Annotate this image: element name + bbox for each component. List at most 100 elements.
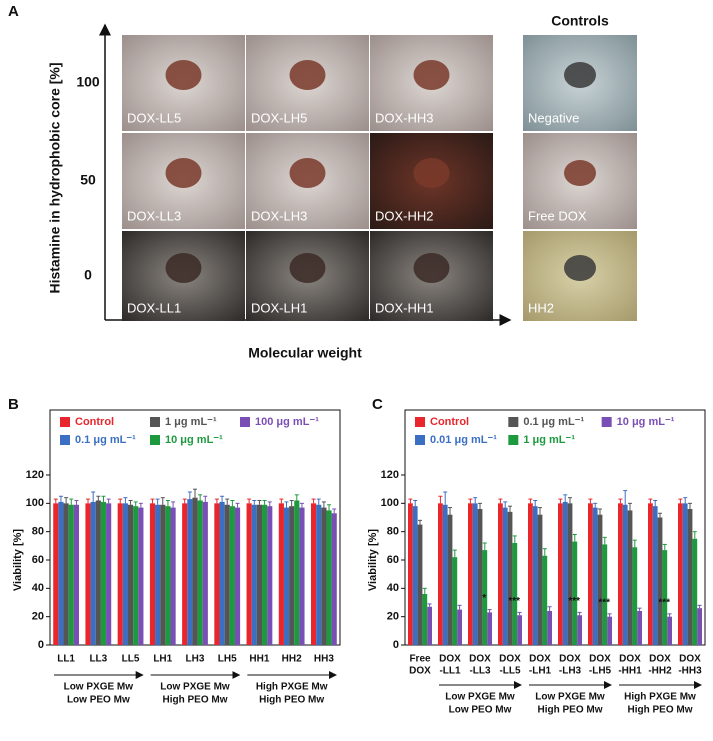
spheroid [413, 253, 450, 283]
bar [547, 611, 552, 645]
y-axis-label: Viability [%] [12, 529, 24, 591]
significance: *** [598, 597, 610, 608]
x-tick-label: DOX [559, 654, 581, 665]
bar [68, 504, 74, 645]
spheroid [413, 60, 450, 90]
bar [482, 550, 488, 645]
bar [662, 550, 668, 645]
group-label: High PEO Mw [538, 705, 603, 716]
image-label: DOX-HH3 [375, 110, 434, 125]
x-tick-label: -LH1 [529, 666, 552, 677]
bar [697, 608, 702, 645]
significance: *** [658, 597, 670, 608]
x-tick-label: DOX [679, 654, 701, 665]
bar [562, 501, 568, 645]
bar [588, 503, 593, 645]
bar [567, 503, 573, 645]
bar [532, 506, 538, 645]
y-axis-label: Viability [%] [367, 529, 379, 591]
x-tick-label: -LL5 [499, 666, 521, 677]
x-tick-label: DOX [619, 654, 641, 665]
x-tick-label: HH3 [314, 654, 334, 665]
bar [597, 514, 603, 645]
bar [90, 501, 96, 645]
bar [187, 499, 193, 645]
legend-swatch [60, 435, 70, 445]
bar [321, 507, 327, 645]
legend-label: 1 μg mL⁻¹ [523, 434, 575, 446]
image-label: HH2 [528, 300, 554, 315]
legend-label: 0.1 μg mL⁻¹ [523, 416, 584, 428]
bar [192, 497, 198, 645]
group-label: High PXGE Mw [624, 692, 696, 703]
bar [229, 506, 235, 645]
x-tick-label: DOX [409, 666, 431, 677]
bar [214, 503, 220, 645]
group-label: Low PXGE Mw [64, 682, 134, 693]
x-tick-label: HH1 [249, 654, 269, 665]
y-tick-label: 40 [387, 582, 399, 594]
bar [442, 504, 448, 645]
bar [627, 510, 633, 645]
y-tick-label: 40 [32, 582, 44, 594]
x-tick-label: DOX [529, 654, 551, 665]
bar [667, 616, 672, 645]
x-tick-label: Free [409, 654, 431, 665]
bar [326, 510, 332, 645]
panel-label: C [372, 396, 383, 413]
row-label: 0 [84, 267, 92, 283]
x-tick-label: LH3 [186, 654, 205, 665]
spheroid [289, 60, 326, 90]
y-tick-label: 0 [393, 639, 399, 651]
x-tick-label: LL1 [57, 654, 75, 665]
x-tick-label: LL3 [89, 654, 107, 665]
bar [202, 501, 208, 645]
bar [246, 503, 252, 645]
bar [316, 504, 322, 645]
bar [53, 503, 59, 645]
bar [477, 509, 483, 645]
legend-swatch [508, 435, 519, 445]
spheroid [564, 255, 596, 281]
bar [73, 504, 79, 645]
y-tick-label: 100 [381, 497, 399, 509]
x-tick-label: LH5 [218, 654, 237, 665]
group-label: High PEO Mw [259, 695, 324, 706]
bar [417, 524, 423, 645]
image-label: DOX-LL1 [127, 300, 181, 315]
legend-label: 0.1 μg mL⁻¹ [75, 434, 136, 446]
bar [537, 514, 543, 645]
image-label: DOX-HH2 [375, 208, 434, 223]
bar [472, 503, 478, 645]
x-tick-label: DOX [589, 654, 611, 665]
bar [447, 514, 453, 645]
legend-label: 10 μg mL⁻¹ [617, 416, 675, 428]
group-label: High PEO Mw [163, 695, 228, 706]
legend-swatch [601, 417, 612, 427]
bar [682, 503, 688, 645]
x-tick-label: DOX [469, 654, 491, 665]
group-label: Low PEO Mw [67, 695, 130, 706]
bar [283, 507, 290, 645]
y-tick-label: 120 [26, 469, 44, 481]
bar [618, 503, 623, 645]
x-tick-label: -HH3 [678, 666, 702, 677]
legend-swatch [415, 435, 425, 445]
legend-swatch [150, 417, 160, 427]
bar [117, 503, 123, 645]
bar [408, 503, 413, 645]
spheroid [289, 253, 326, 283]
legend-label: Control [430, 416, 469, 428]
image-label: DOX-LH5 [251, 110, 307, 125]
y-tick-label: 120 [381, 469, 399, 481]
controls-title: Controls [551, 13, 609, 29]
bar [294, 500, 300, 645]
legend-swatch [150, 435, 160, 445]
group-label: Low PXGE Mw [160, 682, 230, 693]
spheroid [165, 253, 202, 283]
legend-label: 100 μg mL⁻¹ [255, 416, 319, 428]
bar [427, 606, 432, 645]
bar [138, 507, 144, 645]
bar [457, 609, 462, 645]
